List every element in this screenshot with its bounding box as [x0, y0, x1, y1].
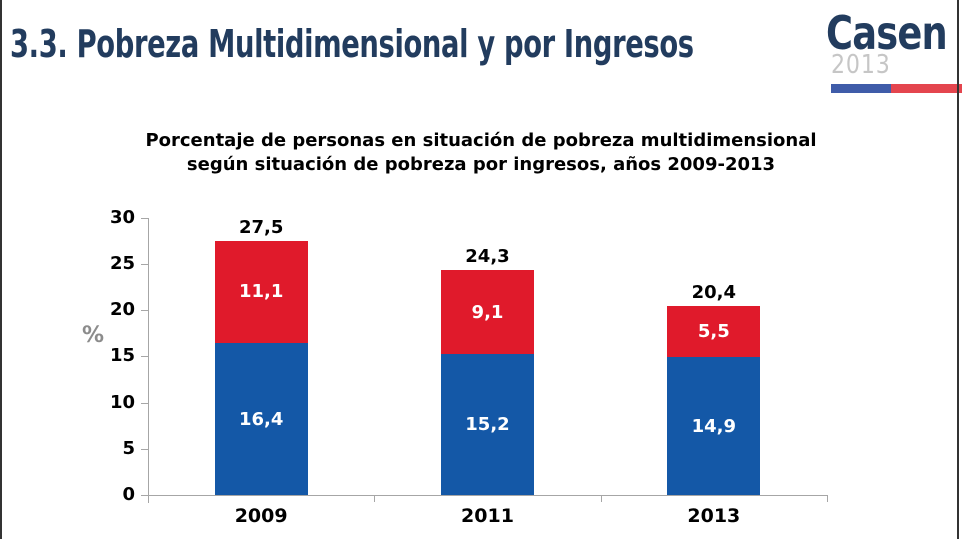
- bar-segment-red-2009: 11,1: [214, 240, 308, 344]
- bar-segment-label: 5,5: [697, 321, 730, 343]
- bar-segment-label: 15,2: [465, 414, 510, 436]
- y-tick-label: 5: [122, 437, 135, 459]
- bar-total-label-2009: 27,5: [238, 216, 284, 238]
- y-tick: [141, 448, 148, 450]
- left-border-line: [0, 0, 2, 539]
- y-tick-label: 15: [109, 345, 135, 367]
- y-tick-label: 0: [122, 484, 135, 505]
- y-axis-unit-label: %: [82, 323, 105, 348]
- x-boundary-tick: [827, 495, 828, 502]
- bar-segment-red-2011: 9,1: [441, 270, 534, 355]
- page-title: 3.3. Pobreza Multidimensional y por Ingr…: [10, 22, 694, 66]
- x-boundary-tick: [374, 495, 376, 502]
- casen-year-text: 2013: [831, 50, 891, 80]
- chart-title: Porcentaje de personas en situación de p…: [100, 129, 862, 177]
- y-tick-label: 25: [109, 252, 135, 274]
- y-tick-label: 20: [109, 299, 135, 320]
- bar-segment-label: 14,9: [691, 415, 737, 437]
- y-tick: [141, 495, 148, 496]
- y-axis-line: [148, 218, 149, 503]
- x-category-label-2013: 2013: [687, 505, 741, 527]
- bar-segment-blue-2011: 15,2: [441, 354, 534, 495]
- casen-brand-text: Casen: [826, 6, 948, 60]
- bar-total-label-2011: 24,3: [465, 246, 510, 268]
- bar-total-label-2013: 20,4: [691, 282, 737, 304]
- y-tick-label: 30: [109, 206, 135, 228]
- x-category-label-2011: 2011: [461, 505, 514, 527]
- y-tick: [141, 217, 148, 219]
- casen-logo: Casen 2013: [826, 6, 962, 98]
- y-tick: [141, 402, 148, 404]
- casen-flag-bar-blue: [831, 84, 891, 93]
- y-tick-label: 10: [109, 391, 135, 413]
- chart-title-line2: según situación de pobreza por ingresos,…: [186, 154, 776, 175]
- bar-segment-label: 9,1: [471, 301, 504, 323]
- x-axis-line: [148, 495, 827, 496]
- chart-title-line1: Porcentaje de personas en situación de p…: [145, 130, 817, 151]
- right-border-line: [957, 0, 959, 539]
- bar-segment-label: 16,4: [238, 408, 284, 430]
- casen-flag-bar-red: [891, 84, 962, 93]
- bar-segment-blue-2009: 16,4: [214, 343, 308, 495]
- bar-segment-label: 11,1: [238, 281, 284, 303]
- bar-segment-red-2013: 5,5: [667, 306, 761, 358]
- y-tick: [141, 263, 148, 265]
- x-boundary-tick: [600, 495, 602, 502]
- bar-segment-blue-2013: 14,9: [667, 357, 761, 495]
- y-tick: [141, 356, 148, 358]
- y-tick: [141, 310, 148, 311]
- x-category-label-2009: 2009: [234, 505, 288, 527]
